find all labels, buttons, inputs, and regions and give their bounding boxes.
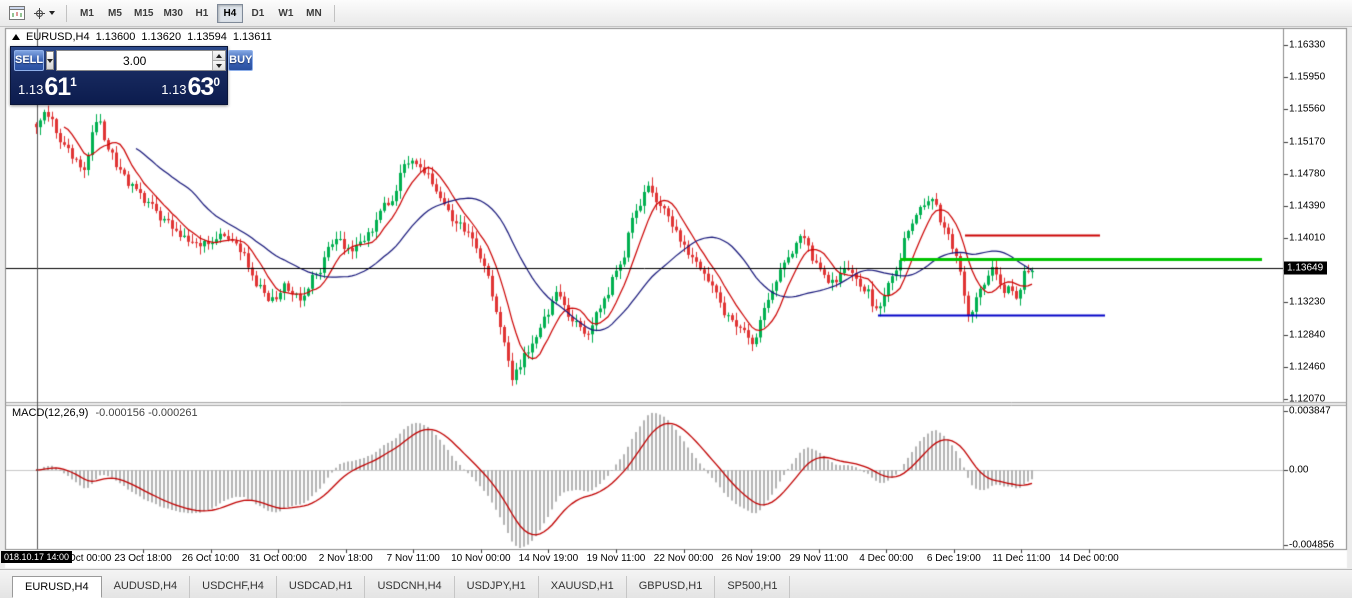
chart-tab-usdjpy-h1[interactable]: USDJPY,H1	[455, 576, 539, 598]
ohlc-low: 1.13594	[187, 31, 227, 43]
macd-scale-top: 0.003847	[1289, 405, 1331, 417]
timeframe-button-m1[interactable]: M1	[80, 7, 94, 19]
timeframe-button-m30[interactable]: M30	[163, 7, 183, 19]
volume-increase-button[interactable]	[213, 51, 226, 60]
timeframe-button-h1[interactable]: H1	[195, 7, 209, 19]
price-axis-label: 1.13230	[1289, 296, 1326, 308]
timeframe-button-mn[interactable]: MN	[306, 7, 322, 19]
chevron-up-icon	[216, 53, 223, 58]
price-axis-label: 1.14780	[1289, 168, 1326, 180]
chart-symbol-timeframe: EURUSD,H4	[26, 31, 90, 43]
timeframe-toolbar: M1 M5 M15 M30 H1 H4 D1 W1 MN	[73, 3, 328, 23]
ohlc-close: 1.13611	[232, 31, 272, 43]
chart-tab-usdcad-h1[interactable]: USDCAD,H1	[277, 576, 366, 598]
time-axis-label: 26 Nov 19:00	[721, 553, 781, 564]
timeframe-button-m15[interactable]: M15	[134, 7, 154, 19]
price-axis-label: 1.12460	[1289, 361, 1326, 373]
time-axis-label: 29 Nov 11:00	[789, 553, 849, 564]
time-axis-label: 31 Oct 00:00	[249, 553, 307, 564]
buy-button[interactable]: BUY	[228, 50, 254, 71]
price-axis-label: 1.14010	[1289, 232, 1326, 244]
current-price-badge: 1.13649	[1284, 261, 1328, 275]
volume-dropdown-button[interactable]	[46, 51, 55, 70]
crosshair-tool-icon[interactable]	[30, 5, 58, 22]
ask-big-digits: 63	[187, 73, 215, 101]
one-click-collapse-icon[interactable]	[12, 34, 20, 40]
chevron-down-icon	[216, 63, 223, 68]
chart-tabs-bar: EURUSD,H4 AUDUSD,H4 USDCHF,H4 USDCAD,H1 USDC…	[0, 569, 1352, 598]
time-axis-label: 10 Nov 00:00	[451, 553, 511, 564]
volume-field-wrap	[56, 50, 227, 71]
volume-spinner	[212, 51, 226, 70]
time-axis-label: 14 Dec 00:00	[1059, 553, 1119, 564]
bid-pip-digit: 1	[70, 75, 77, 89]
one-click-controls-row: SELL BUY	[11, 47, 254, 74]
chart-tab-eurusd-h4[interactable]: EURUSD,H4	[12, 576, 102, 598]
macd-scale-zero: 0.00	[1289, 464, 1309, 476]
timeframe-button-w1[interactable]: W1	[278, 7, 294, 19]
time-axis-label: 2 Nov 18:00	[318, 553, 373, 564]
ohlc-open: 1.13600	[95, 31, 136, 43]
timeframe-button-h4[interactable]: H4	[216, 3, 243, 23]
top-toolbar: M1 M5 M15 M30 H1 H4 D1 W1 MN	[0, 0, 1352, 27]
time-axis-label: 14 Nov 19:00	[518, 553, 579, 564]
macd-values: -0.000156 -0.000261	[95, 407, 198, 419]
chart-window-icon[interactable]	[6, 4, 28, 22]
chart-tab-usdcnh-h4[interactable]: USDCNH,H4	[365, 576, 455, 598]
sell-button[interactable]: SELL	[14, 50, 45, 71]
time-axis-label: 7 Nov 11:00	[386, 553, 440, 564]
time-axis-label: 23 Oct 18:00	[114, 553, 172, 564]
ask-pip-digit: 0	[213, 75, 220, 89]
chart-tab-gbpusd-h1[interactable]: GBPUSD,H1	[627, 576, 716, 598]
macd-name: MACD(12,26,9)	[12, 407, 89, 419]
time-axis-label: 22 Nov 00:00	[653, 553, 714, 564]
volume-input[interactable]	[57, 51, 213, 70]
bid-big-digits: 61	[44, 73, 71, 101]
macd-indicator-label: MACD(12,26,9) -0.000156 -0.000261	[12, 407, 198, 419]
time-axis-label-partial: Oct 00:00	[68, 553, 112, 564]
chevron-down-icon	[47, 58, 54, 63]
ask-prefix: 1.13	[161, 82, 187, 97]
price-axis-label: 1.15950	[1289, 71, 1326, 83]
toolbar-separator	[66, 4, 67, 22]
price-axis-label: 1.12840	[1289, 329, 1326, 341]
ask-price: 1.13 63 0	[161, 73, 220, 101]
time-axis-label: 6 Dec 19:00	[926, 553, 981, 564]
price-axis-label: 1.12070	[1289, 393, 1326, 405]
price-axis-label: 1.15170	[1289, 136, 1326, 148]
chart-tab-usdchf-h4[interactable]: USDCHF,H4	[190, 576, 277, 598]
chevron-down-icon	[49, 11, 55, 15]
bid-price: 1.13 61 1	[18, 73, 77, 101]
chart-ohlc-header: EURUSD,H4 1.13600 1.13620 1.13594 1.1361…	[12, 31, 272, 43]
volume-decrease-button[interactable]	[213, 60, 226, 70]
chart-tab-xauusd-h1[interactable]: XAUUSD,H1	[539, 576, 627, 598]
one-click-prices-row: 1.13 61 1 1.13 63 0	[11, 74, 227, 104]
time-axis-label: 26 Oct 10:00	[181, 553, 240, 564]
timeframe-button-d1[interactable]: D1	[251, 7, 265, 19]
bid-prefix: 1.13	[18, 82, 44, 97]
time-axis-label: 11 Dec 11:00	[992, 553, 1051, 564]
ohlc-high: 1.13620	[141, 31, 182, 43]
time-axis-label: 19 Nov 11:00	[586, 553, 646, 564]
chart-tab-sp500-h1[interactable]: SP500,H1	[715, 576, 791, 598]
price-axis-label: 1.14390	[1289, 200, 1326, 212]
macd-scale-bottom: -0.004856	[1289, 539, 1335, 551]
price-axis-label: 1.15560	[1289, 103, 1326, 115]
toolbar-separator	[333, 4, 335, 22]
chart-tab-audusd-h4[interactable]: AUDUSD,H4	[102, 576, 191, 598]
time-axis-label: 4 Dec 00:00	[859, 553, 914, 564]
price-axis-label: 1.16330	[1289, 39, 1326, 51]
crosshair-time-badge: 018.10.17 14:00	[1, 551, 73, 563]
timeframe-button-m5[interactable]: M5	[108, 7, 122, 19]
